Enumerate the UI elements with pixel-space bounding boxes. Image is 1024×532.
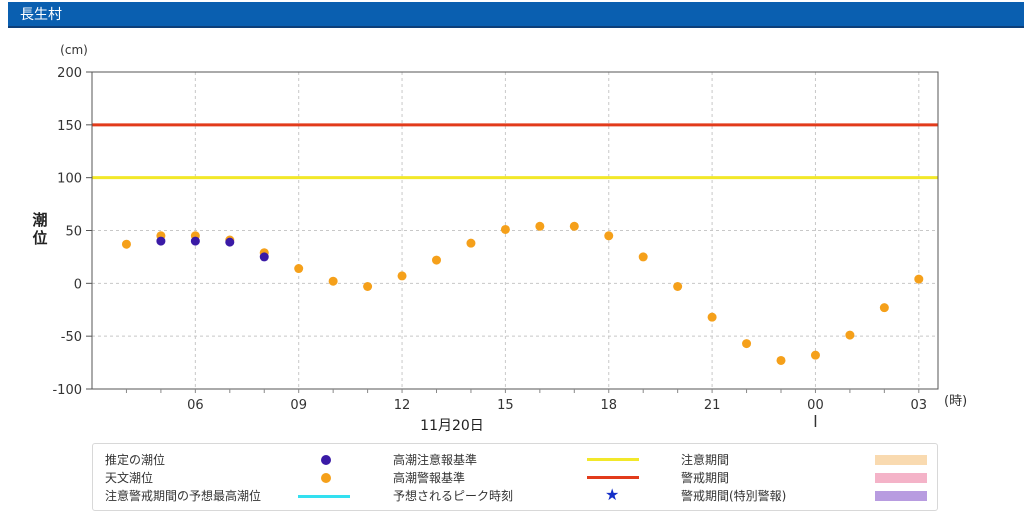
legend-advisory-std-line [587,458,639,461]
y-tick-label: 0 [74,277,82,292]
data-point [397,271,407,281]
x-tick-label: 03 [911,398,928,413]
y-tick-label: -50 [61,330,82,345]
legend-advisory-std-label: 高潮注意報基準 [393,453,478,467]
date-label: 11月20日 [420,418,484,434]
data-point [742,339,752,349]
data-point [328,276,338,286]
data-points [121,221,924,365]
data-point [156,236,166,246]
x-tick-label: 15 [497,398,514,413]
data-point [638,252,648,262]
y-tick-label: 100 [57,172,82,187]
legend-warning-period-label: 警戒期間 [681,471,730,485]
y-tick-label: 200 [57,66,82,81]
data-point [225,237,235,247]
data-point [810,350,820,360]
data-point [914,274,924,284]
x-tick-label: 09 [290,398,307,413]
legend-peak-star-icon: ★ [605,485,620,504]
legend-warning-std-line [587,476,639,479]
tide-chart: 200 150 100 50 0 -50 -100 06 09 12 15 18 21 00 03 (cm)… [32,43,967,434]
legend-special-warning-period-swatch [875,491,927,501]
data-point [190,236,200,246]
data-point [569,221,579,231]
legend-advisory-period-swatch [875,455,927,465]
data-point [466,238,476,248]
legend-warning-std-label: 高潮警報基準 [393,471,466,485]
legend-special-warning-period-label: 警戒期間(特別警報) [681,489,787,503]
data-point [845,330,855,340]
x-tick-label: 21 [704,398,721,413]
data-point [673,282,683,292]
legend-warning-period-swatch [875,473,927,483]
legend-peak-time-label: 予想されるピーク時刻 [393,489,514,503]
data-point [707,312,717,322]
x-tick-label: 12 [394,398,411,413]
data-point [259,252,269,262]
data-point [776,355,786,365]
x-tick-label: 00 [807,398,824,413]
data-point [535,221,545,231]
x-tick-label: 06 [187,398,204,413]
x-axis-unit: (時) [944,394,967,409]
data-point [500,224,510,234]
legend-advisory-period-label: 注意期間 [681,453,730,467]
data-point [363,282,373,292]
y-tick-label: 50 [65,225,82,240]
y-tick-label: -100 [52,383,82,398]
page-title: 長生村 [20,7,62,23]
legend-estimated-dot [321,455,331,465]
threshold-lines [92,123,938,180]
legend-astronomical-label: 天文潮位 [105,471,154,485]
y-axis-label: 潮位 [32,211,47,247]
data-point [604,231,614,241]
x-tick-label: 18 [600,398,617,413]
data-point [294,264,304,274]
legend-estimated-label: 推定の潮位 [105,453,166,467]
legend-astronomical-dot [321,473,331,483]
data-point [121,239,131,249]
title-bar: 長生村 [8,2,1024,28]
y-axis-unit: (cm) [60,43,88,57]
grid [92,72,938,389]
legend-forecast-max-label: 注意警戒期間の予想最高潮位 [105,489,262,503]
data-point [879,303,889,313]
legend: 推定の潮位 天文潮位 注意警戒期間の予想最高潮位 高潮注意報基準 高潮警報基準 … [92,443,938,511]
data-point [432,255,441,265]
axes: 200 150 100 50 0 -50 -100 06 09 12 15 18 21 00 03 [52,66,927,427]
y-tick-label: 150 [57,119,82,134]
legend-forecast-max-line [298,495,350,498]
